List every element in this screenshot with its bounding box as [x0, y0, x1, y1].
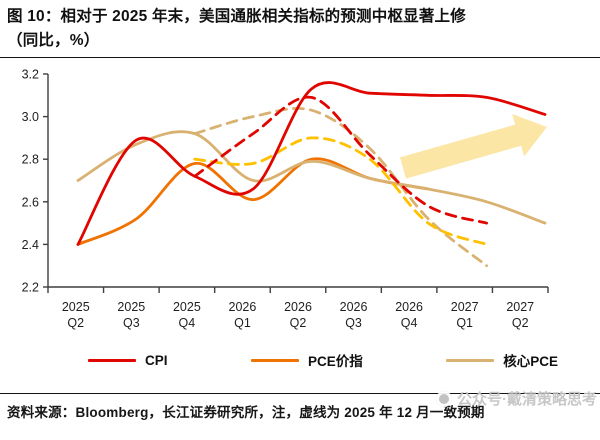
watermark-text: 公众号·戴清策略思考: [457, 391, 597, 408]
legend-label-core-pce: 核心PCE: [503, 354, 558, 369]
legend-label-pce: PCE价指: [307, 354, 363, 369]
cpi-line-swatch: [88, 358, 136, 362]
series-核心PCE（2025年12月一致预期）: [193, 107, 489, 268]
watermark-logo-icon: [436, 390, 452, 407]
x-axis-label: 2026 Q4: [395, 300, 423, 330]
x-axis-label: 2025 Q3: [117, 300, 145, 330]
x-axis-label: 2027 Q2: [506, 300, 534, 330]
legend-item-cpi: CPI: [88, 353, 168, 368]
footer-divider: [0, 393, 600, 394]
y-axis-label: 2.4: [22, 238, 39, 252]
pce-line-swatch: [250, 358, 299, 362]
x-axis-label: 2026 Q1: [229, 300, 257, 330]
watermark: 公众号·戴清策略思考: [436, 388, 597, 409]
upward-revision-arrow: [399, 114, 547, 179]
inflation-forecast-chart: 3.2 3.0 2.8 2.6 2.4 2.2 2025 Q2 2025 Q3 2025 Q4 2026…: [22, 68, 549, 330]
core-pce-line-swatch: [446, 358, 495, 362]
figure-title: 图 10：相对于 2025 年末，美国通胀相关指标的预测中枢显著上修 （同比，%…: [7, 5, 594, 53]
y-axis-label: 2.2: [22, 281, 39, 295]
x-axis-label: 2026 Q3: [340, 300, 368, 330]
figure-title-line2: （同比，%）: [7, 32, 100, 50]
y-axis-label: 3.0: [22, 110, 39, 124]
series-CPI（2025年12月一致预期）: [193, 95, 489, 225]
y-axis-label: 2.6: [22, 195, 39, 209]
series-CPI: [76, 81, 547, 246]
figure-title-line1: 图 10：相对于 2025 年末，美国通胀相关指标的预测中枢显著上修: [7, 8, 466, 25]
title-divider: [0, 57, 600, 58]
legend-label-cpi: CPI: [145, 352, 168, 368]
legend-item-core-pce: 核心PCE: [446, 350, 558, 370]
x-axis-label: 2026 Q2: [284, 300, 312, 330]
y-axis-label: 3.2: [22, 68, 39, 82]
chart-legend: CPI PCE价指 核心PCE: [88, 350, 558, 370]
y-axis-label: 2.8: [22, 153, 39, 167]
x-axis-label: 2025 Q2: [62, 300, 90, 330]
x-axis-label: 2025 Q4: [173, 300, 201, 330]
series-PCE价指: [76, 157, 430, 246]
legend-item-pce: PCE价指: [250, 350, 363, 370]
x-axis-label: 2027 Q1: [451, 300, 479, 330]
series-PCE价指（2025年12月一致预期）: [193, 136, 489, 246]
source-note: 资料来源：Bloomberg，长江证券研究所，注，虚线为 2025 年 12 月…: [7, 405, 485, 420]
